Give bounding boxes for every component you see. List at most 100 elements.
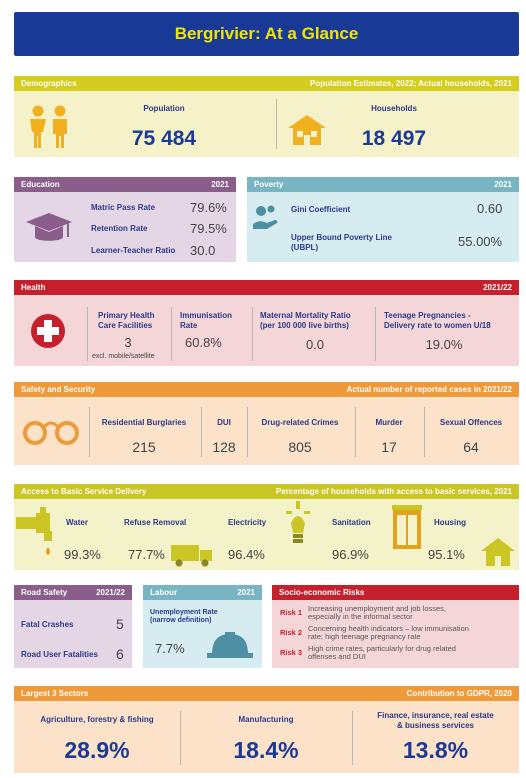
medical-cross-icon [31,314,65,348]
road-safety-year: 2021/22 [96,588,125,597]
divider [87,307,88,361]
population-label: Population [143,104,185,113]
gini-label: Gini Coefficient [291,205,351,214]
health-year: 2021/22 [483,283,512,292]
electricity-label: Electricity [228,518,267,527]
drug-crimes-label: Drug-related Crimes [261,418,339,427]
primary-health-note: excl. mobile/satellite [92,353,155,360]
health-label: Health [21,283,46,292]
divider [180,711,181,765]
residential-burglaries-label: Residential Burglaries [101,418,187,427]
sectors-label: Largest 3 Sectors [21,689,89,698]
labour-panel: Unemployment Rate (narrow definition) 7.… [143,600,262,668]
divider [424,407,425,457]
sexual-offences-label: Sexual Offences [439,418,503,427]
labour-year: 2021 [237,588,255,597]
education-panel: Matric Pass Rate 79.6% Retention Rate 79… [14,192,236,262]
labour-header: Labour 2021 [143,585,262,600]
divider [355,407,356,457]
sector-1-label: Agriculture, forestry & fishing [40,715,154,724]
refuse-truck-icon [171,545,212,567]
coins-hand-icon [253,205,278,229]
risk-1-key: Risk 1 [280,607,303,617]
ubpl-value: 55.00% [458,234,503,249]
risk-3-key: Risk 3 [280,647,303,657]
learner-teacher-ratio-label: Learner-Teacher Ratio [91,246,176,255]
sectors-panel: Agriculture, forestry & fishing 28.9% Ma… [14,701,519,773]
water-tap-icon [16,507,52,555]
primary-health-label: Primary Health Care Facilities [98,311,155,330]
maternal-mortality-value: 0.0 [305,337,325,352]
retention-rate-label: Retention Rate [91,224,148,233]
services-label: Access to Basic Service Delivery [21,487,147,496]
education-year: 2021 [211,180,229,189]
risks-header: Socio-economic Risks [272,585,519,600]
labour-label: Labour [150,588,178,597]
fatal-crashes-value: 5 [116,616,124,632]
risks-label: Socio-economic Risks [279,588,365,597]
risk-3: Risk 3 High crime rates, particularly fo… [280,644,456,661]
sexual-offences-value: 64 [463,439,479,455]
poverty-label: Poverty [254,180,284,189]
risk-2-key: Risk 2 [280,627,303,637]
water-value: 99.3% [64,547,101,562]
education-header: Education 2021 [14,177,236,192]
dui-value: 128 [212,439,236,455]
house-green-icon [481,538,515,566]
divider [276,99,277,149]
safety-header: Safety and Security Actual number of rep… [14,382,519,397]
sanitation-label: Sanitation [332,518,371,527]
services-note: Percentage of households with access to … [275,487,512,496]
page-title-bar: Bergrivier: At a Glance [14,12,519,56]
gini-value: 0.60 [477,201,503,216]
divider [89,407,90,457]
safety-note: Actual number of reported cases in 2021/… [346,385,512,394]
divider [171,307,172,361]
road-safety-label: Road Safety [21,588,68,597]
safety-label: Safety and Security [21,385,96,394]
divider [247,407,248,457]
teenage-pregnancies-value: 19.0% [425,337,463,352]
learner-teacher-ratio-value: 30.0 [190,243,216,258]
population-value: 75 484 [131,127,197,150]
risk-2: Risk 2 Concerning health indicators – lo… [280,624,469,641]
graduation-cap-icon [26,213,72,241]
lightbulb-icon [286,501,310,543]
house-icon [288,115,326,145]
risk-1: Risk 1 Increasing unemployment and job l… [280,604,446,621]
hard-hat-icon [207,632,253,658]
demographics-label: Demographics [21,79,77,88]
refuse-label: Refuse Removal [124,518,187,527]
road-safety-panel: Fatal Crashes 5 Road User Fatalities 6 [14,600,132,668]
road-user-fatalities-value: 6 [116,646,124,662]
sanitation-value: 96.9% [332,547,369,562]
demographics-note: Population Estimates, 2022; Actual house… [310,79,512,88]
unemployment-label: Unemployment Rate (narrow definition) [150,609,218,625]
housing-value: 95.1% [428,547,465,562]
households-value: 18 497 [361,127,427,150]
divider [201,407,202,457]
sector-3-label: Finance, insurance, real estate & busine… [377,711,494,730]
demographics-header: Demographics Population Estimates, 2022;… [14,76,519,91]
health-header: Health 2021/22 [14,280,519,295]
toilet-icon [392,505,422,549]
divider [375,307,376,361]
dui-label: DUI [217,418,231,427]
sectors-note: Contribution to GDPR, 2020 [406,689,512,698]
divider [352,711,353,765]
housing-label: Housing [434,518,466,527]
water-label: Water [66,518,88,527]
poverty-year: 2021 [494,180,512,189]
demographics-panel: Population 75 484 Households 18 497 [14,91,519,157]
ubpl-label: Upper Bound Poverty Line (UBPL) [291,233,392,252]
murder-value: 17 [381,439,397,455]
sectors-header: Largest 3 Sectors Contribution to GDPR, … [14,686,519,701]
matric-pass-rate-value: 79.6% [190,200,227,215]
services-header: Access to Basic Service Delivery Percent… [14,484,519,499]
fatal-crashes-label: Fatal Crashes [21,620,74,629]
maternal-mortality-label: Maternal Mortality Ratio (per 100 000 li… [260,311,351,330]
sector-2-label: Manufacturing [238,715,294,724]
sector-1-value: 28.9% [64,737,130,763]
refuse-value: 77.7% [128,547,165,562]
immunisation-value: 60.8% [185,335,222,350]
